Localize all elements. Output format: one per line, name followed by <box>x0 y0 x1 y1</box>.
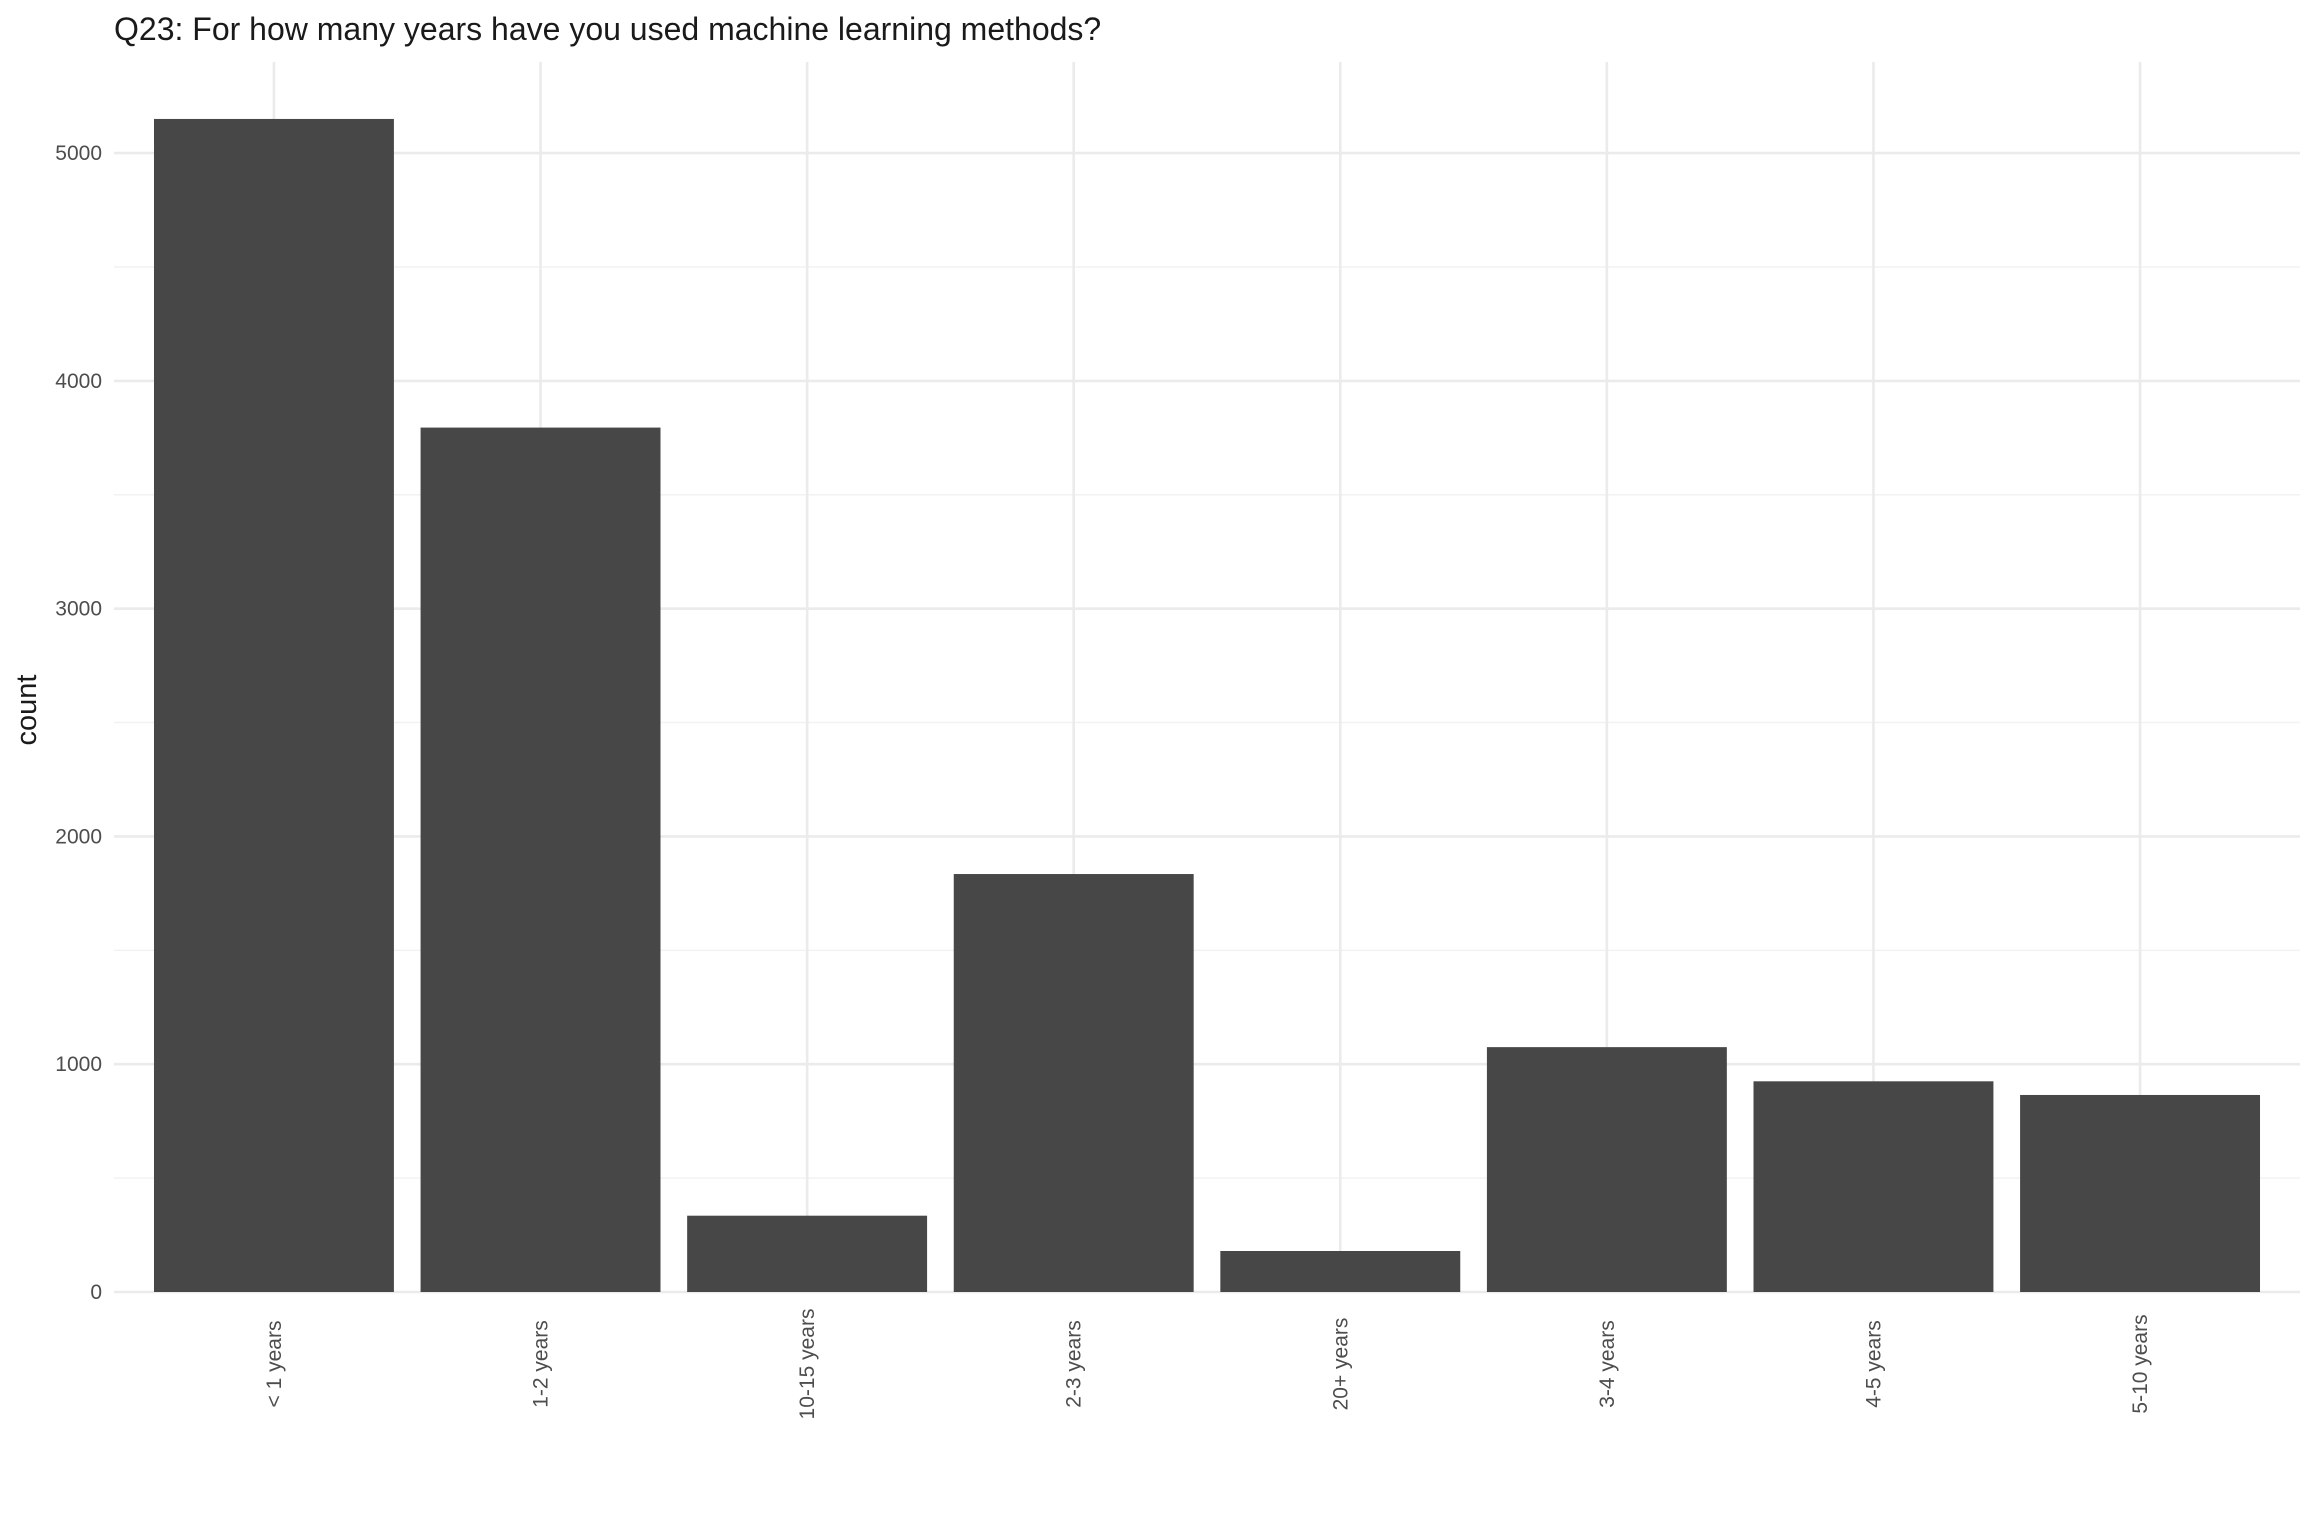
x-axis-ticks: < 1 years 1-2 years 10-15 years 2-3 years 20… <box>263 1309 2152 1420</box>
bar-5 <box>1486 1047 1727 1292</box>
x-tick-label: 20+ years <box>1329 1318 1352 1411</box>
y-axis-title: count <box>11 675 43 746</box>
x-tick-label: 5-10 years <box>2129 1314 2152 1413</box>
bar-7 <box>2020 1094 2261 1292</box>
bar-3 <box>953 874 1194 1292</box>
y-tick-label: 3000 <box>55 598 102 621</box>
x-tick-label: 1-2 years <box>530 1320 553 1408</box>
y-tick-label: 4000 <box>55 370 102 393</box>
bars <box>153 118 2261 1292</box>
bar-2 <box>687 1215 928 1292</box>
bar-1 <box>420 427 661 1292</box>
chart-title: Q23: For how many years have you used ma… <box>114 11 1101 47</box>
bar-6 <box>1753 1081 1994 1292</box>
y-tick-label: 1000 <box>55 1053 102 1076</box>
x-tick-label: 4-5 years <box>1862 1320 1885 1408</box>
y-tick-label: 5000 <box>55 142 102 165</box>
x-tick-label: < 1 years <box>263 1321 286 1408</box>
y-axis-ticks: 0 1000 2000 3000 4000 5000 <box>55 142 102 1304</box>
y-tick-label: 2000 <box>55 825 102 848</box>
x-tick-label: 10-15 years <box>796 1309 819 1420</box>
bar-4 <box>1220 1251 1461 1292</box>
x-tick-label: 3-4 years <box>1596 1320 1619 1408</box>
y-tick-label: 0 <box>90 1281 102 1304</box>
x-tick-label: 2-3 years <box>1063 1320 1086 1408</box>
bar-0 <box>153 118 394 1292</box>
